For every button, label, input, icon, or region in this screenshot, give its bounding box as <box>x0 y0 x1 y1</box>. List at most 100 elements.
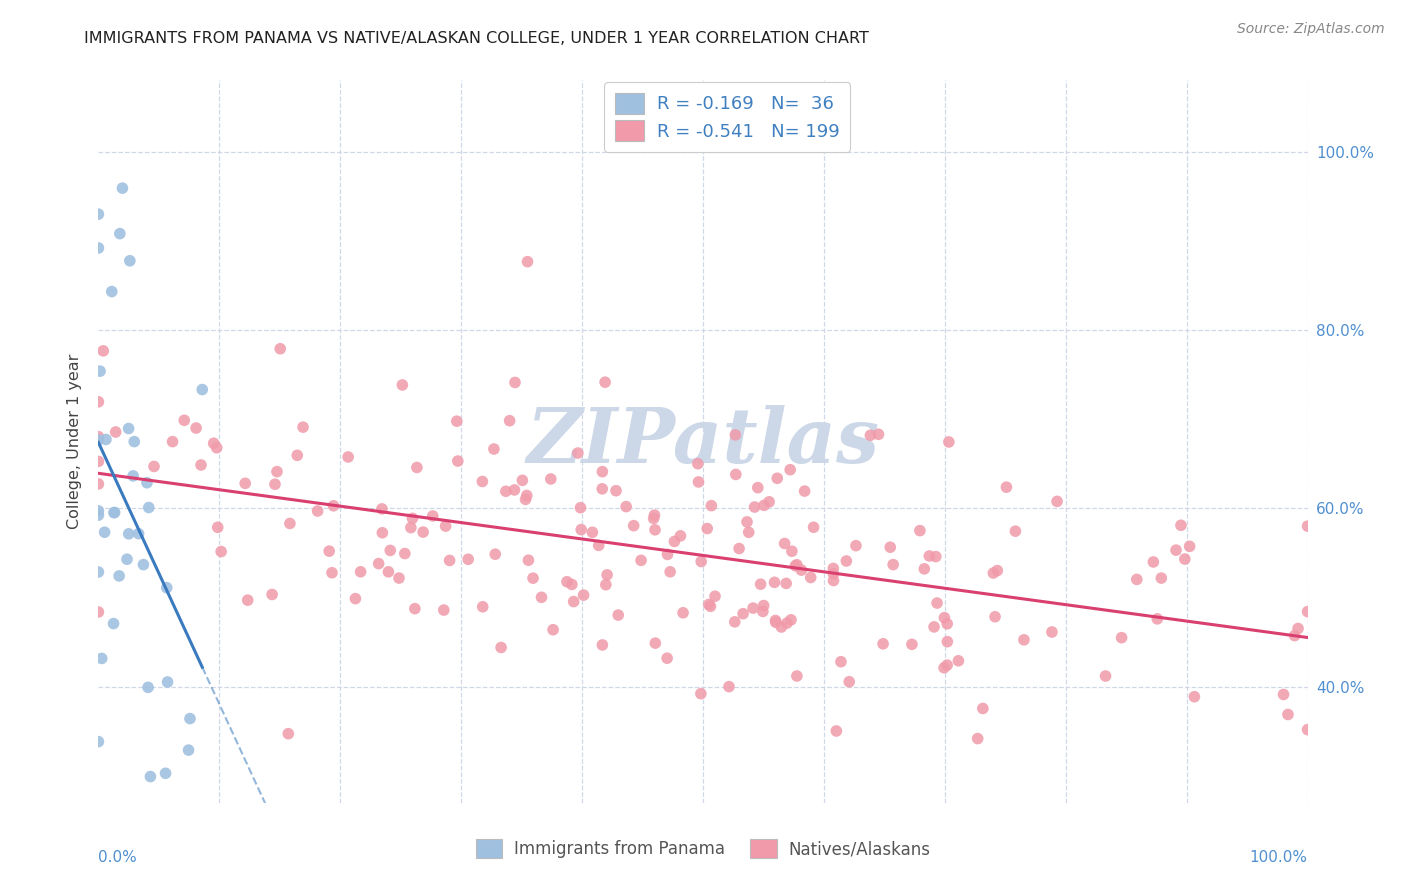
Point <box>770 620 793 634</box>
Point <box>786 558 808 572</box>
Point <box>401 511 423 525</box>
Point <box>1170 518 1192 533</box>
Point <box>1094 669 1116 683</box>
Point <box>569 500 592 515</box>
Point <box>404 601 426 615</box>
Point <box>108 227 131 241</box>
Point <box>87 430 110 444</box>
Point <box>87 477 110 491</box>
Point <box>344 591 367 606</box>
Point <box>785 558 807 573</box>
Point <box>790 563 813 577</box>
Point <box>644 508 666 522</box>
Point <box>728 541 751 556</box>
Y-axis label: College, Under 1 year: College, Under 1 year <box>67 354 83 529</box>
Point <box>377 565 399 579</box>
Point <box>596 567 619 582</box>
Point <box>588 538 610 552</box>
Point <box>371 502 394 516</box>
Point <box>1046 494 1069 508</box>
Point <box>581 525 603 540</box>
Point <box>733 607 755 621</box>
Point <box>307 504 329 518</box>
Point <box>285 448 308 462</box>
Point <box>644 636 666 650</box>
Point <box>136 681 159 695</box>
Point <box>689 687 711 701</box>
Point <box>321 566 343 580</box>
Point <box>371 525 394 540</box>
Point <box>765 614 787 628</box>
Point <box>724 467 747 482</box>
Point <box>433 603 456 617</box>
Point <box>184 421 207 435</box>
Point <box>495 484 517 499</box>
Point <box>717 680 740 694</box>
Point <box>1178 539 1201 553</box>
Point <box>1111 631 1133 645</box>
Point <box>591 465 613 479</box>
Point <box>775 576 797 591</box>
Point <box>503 483 526 497</box>
Point <box>690 555 713 569</box>
Point <box>823 561 845 575</box>
Point <box>202 436 225 450</box>
Point <box>859 428 882 442</box>
Point <box>87 394 110 409</box>
Point <box>349 565 371 579</box>
Text: ZIPatlas: ZIPatlas <box>526 405 880 478</box>
Point <box>786 669 808 683</box>
Point <box>90 651 112 665</box>
Point <box>177 743 200 757</box>
Point <box>779 463 801 477</box>
Point <box>936 634 959 648</box>
Point <box>1286 622 1309 636</box>
Point <box>484 547 506 561</box>
Point <box>838 674 860 689</box>
Point <box>773 536 796 550</box>
Point <box>1296 723 1319 737</box>
Point <box>94 433 117 447</box>
Point <box>657 548 679 562</box>
Point <box>845 539 868 553</box>
Point <box>380 543 402 558</box>
Point <box>540 472 562 486</box>
Point <box>277 726 299 740</box>
Point <box>704 589 727 603</box>
Point <box>758 495 780 509</box>
Point <box>89 364 111 378</box>
Point <box>925 549 948 564</box>
Point <box>156 675 179 690</box>
Point <box>541 623 564 637</box>
Point <box>984 609 1007 624</box>
Point <box>591 482 613 496</box>
Point <box>936 658 959 673</box>
Point <box>595 578 617 592</box>
Point <box>1272 688 1295 702</box>
Point <box>605 483 627 498</box>
Point <box>922 620 945 634</box>
Point <box>700 499 723 513</box>
Point <box>100 285 122 299</box>
Point <box>191 383 214 397</box>
Point <box>986 564 1008 578</box>
Point <box>948 654 970 668</box>
Point <box>825 723 848 738</box>
Point <box>115 552 138 566</box>
Point <box>489 640 512 655</box>
Point <box>512 473 534 487</box>
Point <box>918 549 941 563</box>
Point <box>262 587 284 601</box>
Point <box>882 558 904 572</box>
Point <box>1150 571 1173 585</box>
Point <box>766 471 789 485</box>
Point <box>763 575 786 590</box>
Point <box>724 615 747 629</box>
Point <box>516 488 538 502</box>
Point <box>190 458 212 472</box>
Point <box>209 544 232 558</box>
Point <box>1126 573 1149 587</box>
Point <box>697 598 720 612</box>
Point <box>207 520 229 534</box>
Point <box>1142 555 1164 569</box>
